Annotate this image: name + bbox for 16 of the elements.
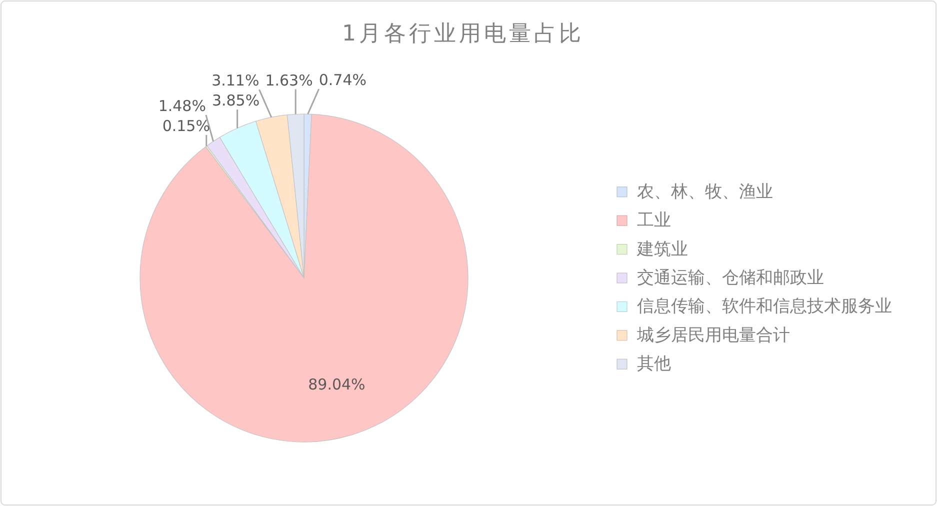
legend-label: 交通运输、仓储和邮政业 bbox=[637, 268, 824, 288]
legend-label: 其他 bbox=[637, 354, 671, 374]
data-label: 0.74% bbox=[318, 71, 367, 90]
data-label: 0.15% bbox=[162, 116, 210, 135]
legend-label: 信息传输、软件和信息技术服务业 bbox=[637, 296, 892, 317]
legend-label: 城乡居民用电量合计 bbox=[636, 325, 790, 346]
legend-label: 建筑业 bbox=[636, 239, 688, 260]
legend-label: 农、林、牧、渔业 bbox=[637, 182, 773, 202]
data-label: 3.11% bbox=[212, 72, 260, 90]
data-label: 89.04% bbox=[308, 376, 366, 394]
data-label: 1.48% bbox=[158, 96, 206, 115]
legend-label: 工业 bbox=[637, 210, 671, 231]
pie-slice bbox=[140, 114, 468, 442]
data-label: 3.85% bbox=[212, 92, 260, 110]
data-label: 1.63% bbox=[265, 71, 313, 90]
chart-title: 1月各行业用电量占比 bbox=[342, 22, 584, 46]
